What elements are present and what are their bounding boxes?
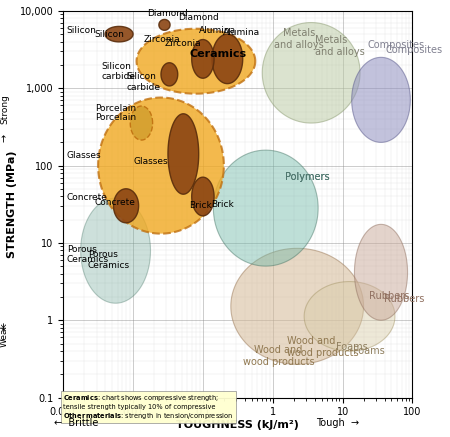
Polygon shape [212, 34, 243, 83]
Text: Glasses: Glasses [133, 157, 168, 166]
Text: Rubbers: Rubbers [369, 291, 410, 301]
Text: ←: ← [0, 322, 9, 330]
Text: Foams: Foams [336, 342, 367, 352]
X-axis label: TOUGHNESS (kJ/m²): TOUGHNESS (kJ/m²) [176, 420, 299, 430]
Text: Composites: Composites [367, 40, 424, 50]
Text: Polymers: Polymers [285, 171, 330, 181]
Text: Silicon
carbide: Silicon carbide [102, 62, 135, 81]
Polygon shape [192, 177, 214, 216]
Text: Alumina: Alumina [222, 28, 260, 37]
Polygon shape [136, 29, 255, 94]
Text: Rubbers: Rubbers [384, 294, 425, 304]
Polygon shape [81, 198, 150, 303]
Polygon shape [192, 40, 214, 78]
Text: Foams: Foams [353, 346, 385, 356]
Polygon shape [213, 150, 318, 266]
Text: Metals
and alloys: Metals and alloys [315, 35, 364, 56]
Text: Wood and
wood products: Wood and wood products [243, 345, 314, 367]
Text: Composites: Composites [386, 45, 443, 55]
Text: Brick: Brick [211, 200, 234, 209]
Polygon shape [231, 248, 364, 364]
Text: Silicon: Silicon [94, 30, 125, 38]
Polygon shape [351, 57, 410, 142]
Text: Porous
Ceramics: Porous Ceramics [67, 245, 109, 264]
Polygon shape [168, 114, 199, 194]
Text: Metals
and alloys: Metals and alloys [274, 28, 324, 50]
Text: Brick: Brick [189, 201, 212, 210]
Y-axis label: STRENGTH (MPa): STRENGTH (MPa) [7, 150, 17, 258]
Polygon shape [262, 23, 360, 123]
Text: Zirconia: Zirconia [164, 39, 201, 48]
Text: Ceramics: Ceramics [190, 49, 247, 59]
Polygon shape [113, 189, 139, 223]
Text: Silicon
carbide: Silicon carbide [126, 73, 160, 92]
Text: Concrete: Concrete [67, 194, 108, 202]
Text: Weak: Weak [0, 323, 9, 347]
Text: Alumina: Alumina [199, 26, 237, 35]
Polygon shape [159, 20, 170, 30]
Text: Silicon: Silicon [67, 26, 97, 35]
Text: Porcelain: Porcelain [94, 113, 136, 122]
Text: ←  Brittle: ← Brittle [54, 418, 99, 428]
Polygon shape [98, 97, 224, 234]
Text: Glasses: Glasses [67, 151, 101, 160]
Text: Diamond: Diamond [179, 13, 219, 21]
Polygon shape [304, 281, 395, 351]
Text: Zirconia: Zirconia [144, 35, 180, 44]
Polygon shape [161, 63, 178, 86]
Text: Polymers: Polymers [285, 172, 330, 182]
Text: Wood and
wood products: Wood and wood products [287, 336, 358, 358]
Text: Porcelain: Porcelain [94, 104, 136, 114]
Text: →: → [0, 134, 9, 142]
Text: Tough  →: Tough → [316, 418, 359, 428]
Polygon shape [105, 26, 133, 42]
Text: Concrete: Concrete [94, 198, 135, 207]
Text: Porous
Ceramics: Porous Ceramics [88, 250, 130, 270]
Polygon shape [130, 106, 153, 140]
Text: $\bf{Ceramics}$: chart shows compressive strength;
tensile strength typically 10: $\bf{Ceramics}$: chart shows compressive… [63, 393, 234, 421]
Text: Strong: Strong [0, 94, 9, 125]
Text: Diamond: Diamond [147, 9, 188, 18]
Polygon shape [355, 224, 408, 320]
